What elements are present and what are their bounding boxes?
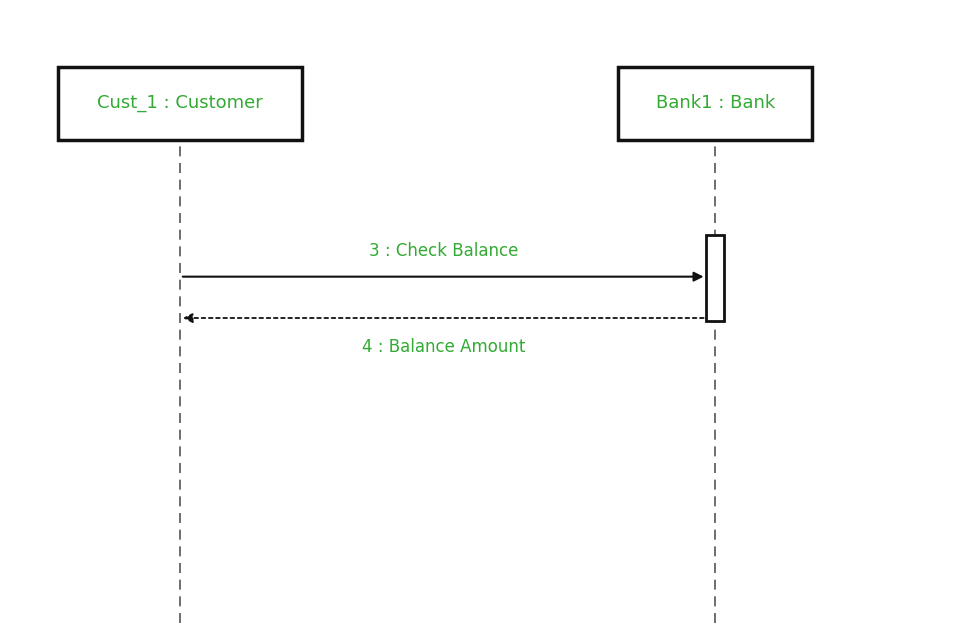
Text: 3 : Check Balance: 3 : Check Balance: [369, 242, 518, 260]
Text: Bank1 : Bank: Bank1 : Bank: [656, 94, 775, 113]
Text: Cust_1 : Customer: Cust_1 : Customer: [97, 94, 263, 113]
Bar: [706, 235, 724, 321]
Bar: [58, 67, 302, 140]
Text: 4 : Balance Amount: 4 : Balance Amount: [362, 338, 524, 356]
Bar: [618, 67, 812, 140]
